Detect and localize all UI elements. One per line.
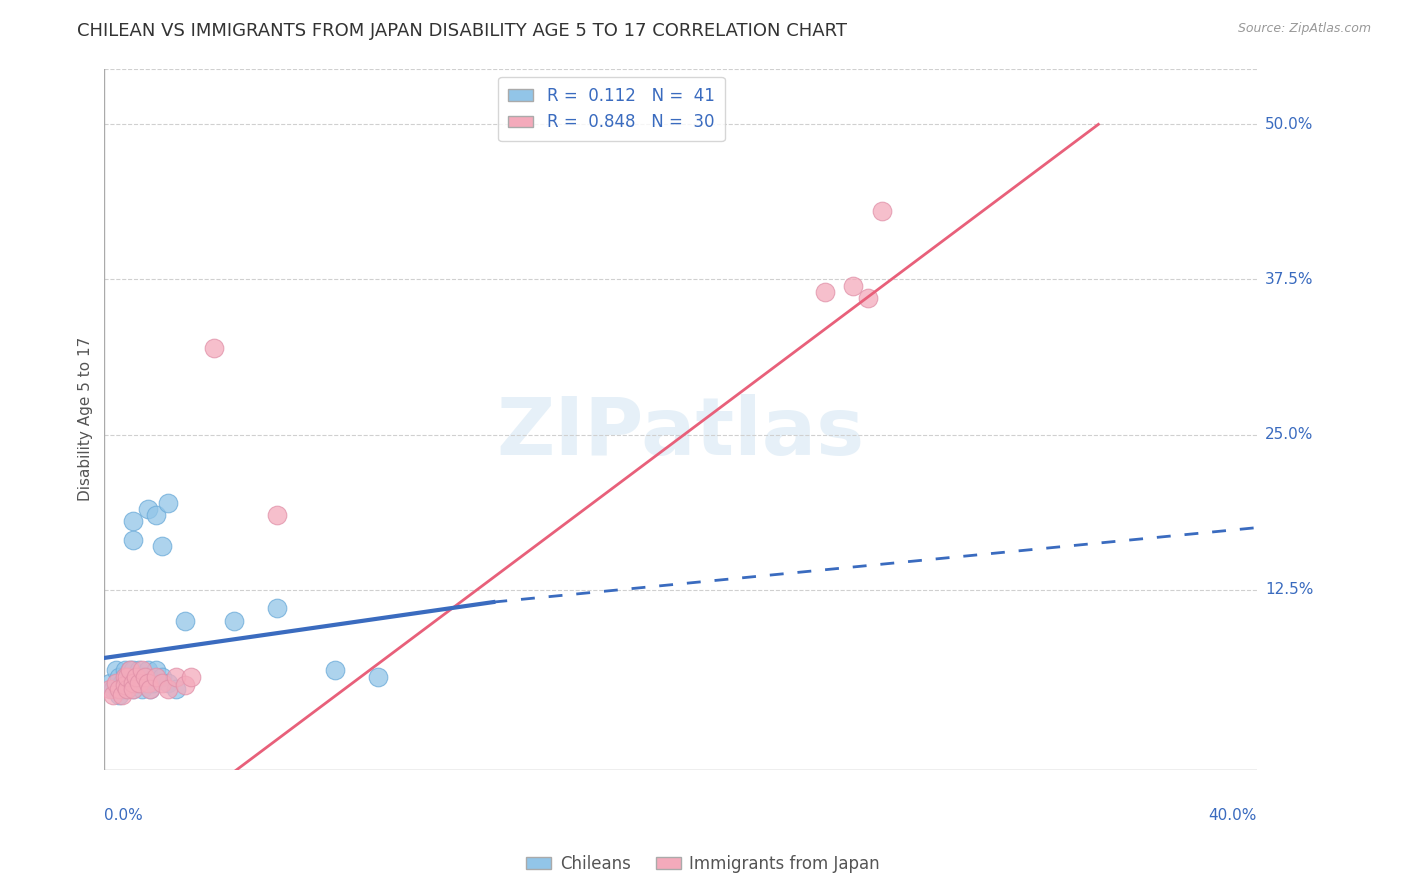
Point (156, 496, 179, 510)
Point (266, 508, 288, 523)
Point (107, 681, 129, 696)
Point (134, 675, 156, 690)
Point (125, 669, 148, 683)
Point (367, 669, 389, 683)
Legend: Chileans, Immigrants from Japan: Chileans, Immigrants from Japan (520, 848, 886, 880)
Text: 37.5%: 37.5% (1265, 272, 1313, 287)
Point (156, 675, 179, 690)
Point (145, 669, 167, 683)
Point (114, 669, 136, 683)
Point (180, 669, 202, 683)
Point (872, 204, 894, 219)
Point (128, 675, 150, 690)
Point (114, 663, 136, 677)
Point (120, 663, 142, 677)
Point (101, 688, 124, 702)
Point (98, 675, 121, 690)
Point (323, 663, 346, 677)
Point (150, 669, 173, 683)
Point (136, 663, 159, 677)
Point (222, 614, 245, 628)
Point (145, 508, 167, 523)
Point (174, 614, 197, 628)
Point (856, 291, 879, 305)
Point (122, 681, 145, 696)
Text: 12.5%: 12.5% (1265, 582, 1313, 597)
Point (150, 539, 173, 553)
Legend: R =  0.112   N =  41, R =  0.848   N =  30: R = 0.112 N = 41, R = 0.848 N = 30 (498, 77, 724, 141)
Point (165, 681, 187, 696)
Point (120, 663, 142, 677)
Point (131, 669, 153, 683)
Point (136, 669, 159, 683)
Point (139, 681, 162, 696)
Point (107, 669, 129, 683)
Point (117, 681, 139, 696)
Point (145, 663, 167, 677)
Point (117, 681, 139, 696)
Point (114, 678, 136, 692)
Text: 50.0%: 50.0% (1265, 117, 1313, 132)
Point (122, 663, 145, 677)
Point (156, 681, 179, 696)
Point (131, 663, 153, 677)
Point (136, 502, 159, 516)
Point (122, 675, 145, 690)
Text: ZIPatlas: ZIPatlas (496, 394, 865, 472)
Point (165, 669, 187, 683)
Point (101, 681, 124, 696)
Point (131, 681, 153, 696)
Point (122, 675, 145, 690)
Point (111, 688, 134, 702)
Point (125, 669, 148, 683)
Point (150, 675, 173, 690)
Point (125, 675, 148, 690)
Point (122, 515, 145, 529)
Point (104, 675, 127, 690)
Text: 25.0%: 25.0% (1265, 427, 1313, 442)
Point (104, 663, 127, 677)
Text: CHILEAN VS IMMIGRANTS FROM JAPAN DISABILITY AGE 5 TO 17 CORRELATION CHART: CHILEAN VS IMMIGRANTS FROM JAPAN DISABIL… (77, 22, 848, 40)
Point (122, 681, 145, 696)
Point (134, 669, 156, 683)
Point (266, 601, 288, 615)
Point (142, 675, 165, 690)
Point (122, 533, 145, 547)
Point (202, 341, 225, 355)
Point (111, 681, 134, 696)
Point (117, 675, 139, 690)
Point (114, 669, 136, 683)
Point (139, 681, 162, 696)
Point (128, 663, 150, 677)
Point (120, 669, 142, 683)
Point (111, 675, 134, 690)
Point (98, 681, 121, 696)
Point (136, 675, 159, 690)
Point (842, 278, 865, 293)
Point (107, 688, 129, 702)
Y-axis label: Disability Age 5 to 17: Disability Age 5 to 17 (79, 337, 93, 501)
Point (117, 669, 139, 683)
Text: Source: ZipAtlas.com: Source: ZipAtlas.com (1237, 22, 1371, 36)
Point (174, 678, 197, 692)
Text: 0.0%: 0.0% (104, 808, 143, 823)
Text: 40.0%: 40.0% (1209, 808, 1257, 823)
Point (814, 285, 837, 299)
